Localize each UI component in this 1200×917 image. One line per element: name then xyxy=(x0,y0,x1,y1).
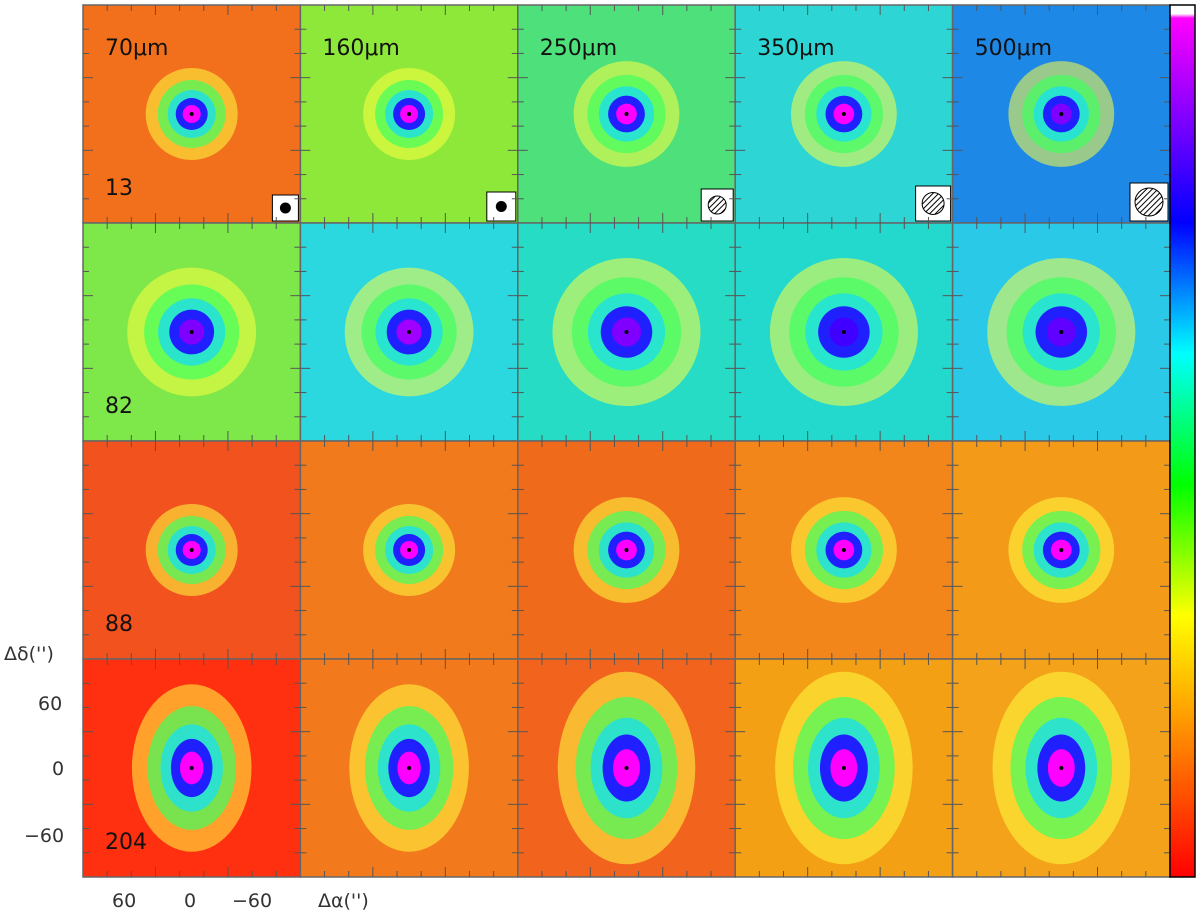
wavelength-label-2: 250μm xyxy=(540,36,617,61)
source-position-marker xyxy=(1059,330,1064,334)
x-tick-0: 0 xyxy=(184,890,196,912)
source-id-label-0: 13 xyxy=(105,176,133,201)
beam-icon xyxy=(707,195,727,215)
beam-size-box xyxy=(271,194,299,222)
source-position-marker xyxy=(189,766,194,770)
beam-icon xyxy=(1134,187,1164,217)
source-position-marker xyxy=(407,548,412,552)
source-id-label-3: 204 xyxy=(105,830,147,855)
source-position-marker xyxy=(841,548,846,552)
beam-icon xyxy=(495,201,507,212)
source-position-marker xyxy=(1059,766,1064,770)
source-position-marker xyxy=(407,766,412,770)
source-position-marker xyxy=(1059,548,1064,552)
source-id-label-2: 88 xyxy=(105,612,133,637)
y-tick-minus60: −60 xyxy=(24,825,64,847)
source-position-marker xyxy=(841,766,846,770)
wavelength-label-0: 70μm xyxy=(105,36,168,61)
tick-marks xyxy=(83,5,1170,877)
source-position-marker xyxy=(407,330,412,334)
source-id-label-1: 82 xyxy=(105,394,133,419)
x-tick-minus60: −60 xyxy=(232,890,272,912)
source-position-marker xyxy=(407,112,412,116)
source-position-marker xyxy=(624,112,629,116)
map-grid: 70μm 13 160μm 250μm 350μm 500μm 82 88 204 xyxy=(82,4,1171,878)
colorbar xyxy=(1169,4,1196,878)
source-position-marker xyxy=(189,548,194,552)
y-tick-0: 0 xyxy=(52,758,64,780)
source-position-marker xyxy=(841,330,846,334)
source-position-marker xyxy=(624,548,629,552)
source-position-marker xyxy=(189,330,194,334)
beam-icon xyxy=(279,202,291,214)
x-tick-60: 60 xyxy=(112,890,136,912)
y-tick-60: 60 xyxy=(38,693,62,715)
source-position-marker xyxy=(624,766,629,770)
source-position-marker xyxy=(1059,112,1064,116)
source-position-marker xyxy=(841,112,846,116)
y-axis-label: Δδ('') xyxy=(4,643,54,665)
source-position-marker xyxy=(624,330,629,334)
wavelength-label-1: 160μm xyxy=(322,36,399,61)
x-axis-label: Δα('') xyxy=(318,890,369,912)
wavelength-label-3: 350μm xyxy=(757,36,834,61)
beam-icon xyxy=(921,192,945,215)
source-position-marker xyxy=(189,112,194,116)
wavelength-label-4: 500μm xyxy=(975,36,1052,61)
